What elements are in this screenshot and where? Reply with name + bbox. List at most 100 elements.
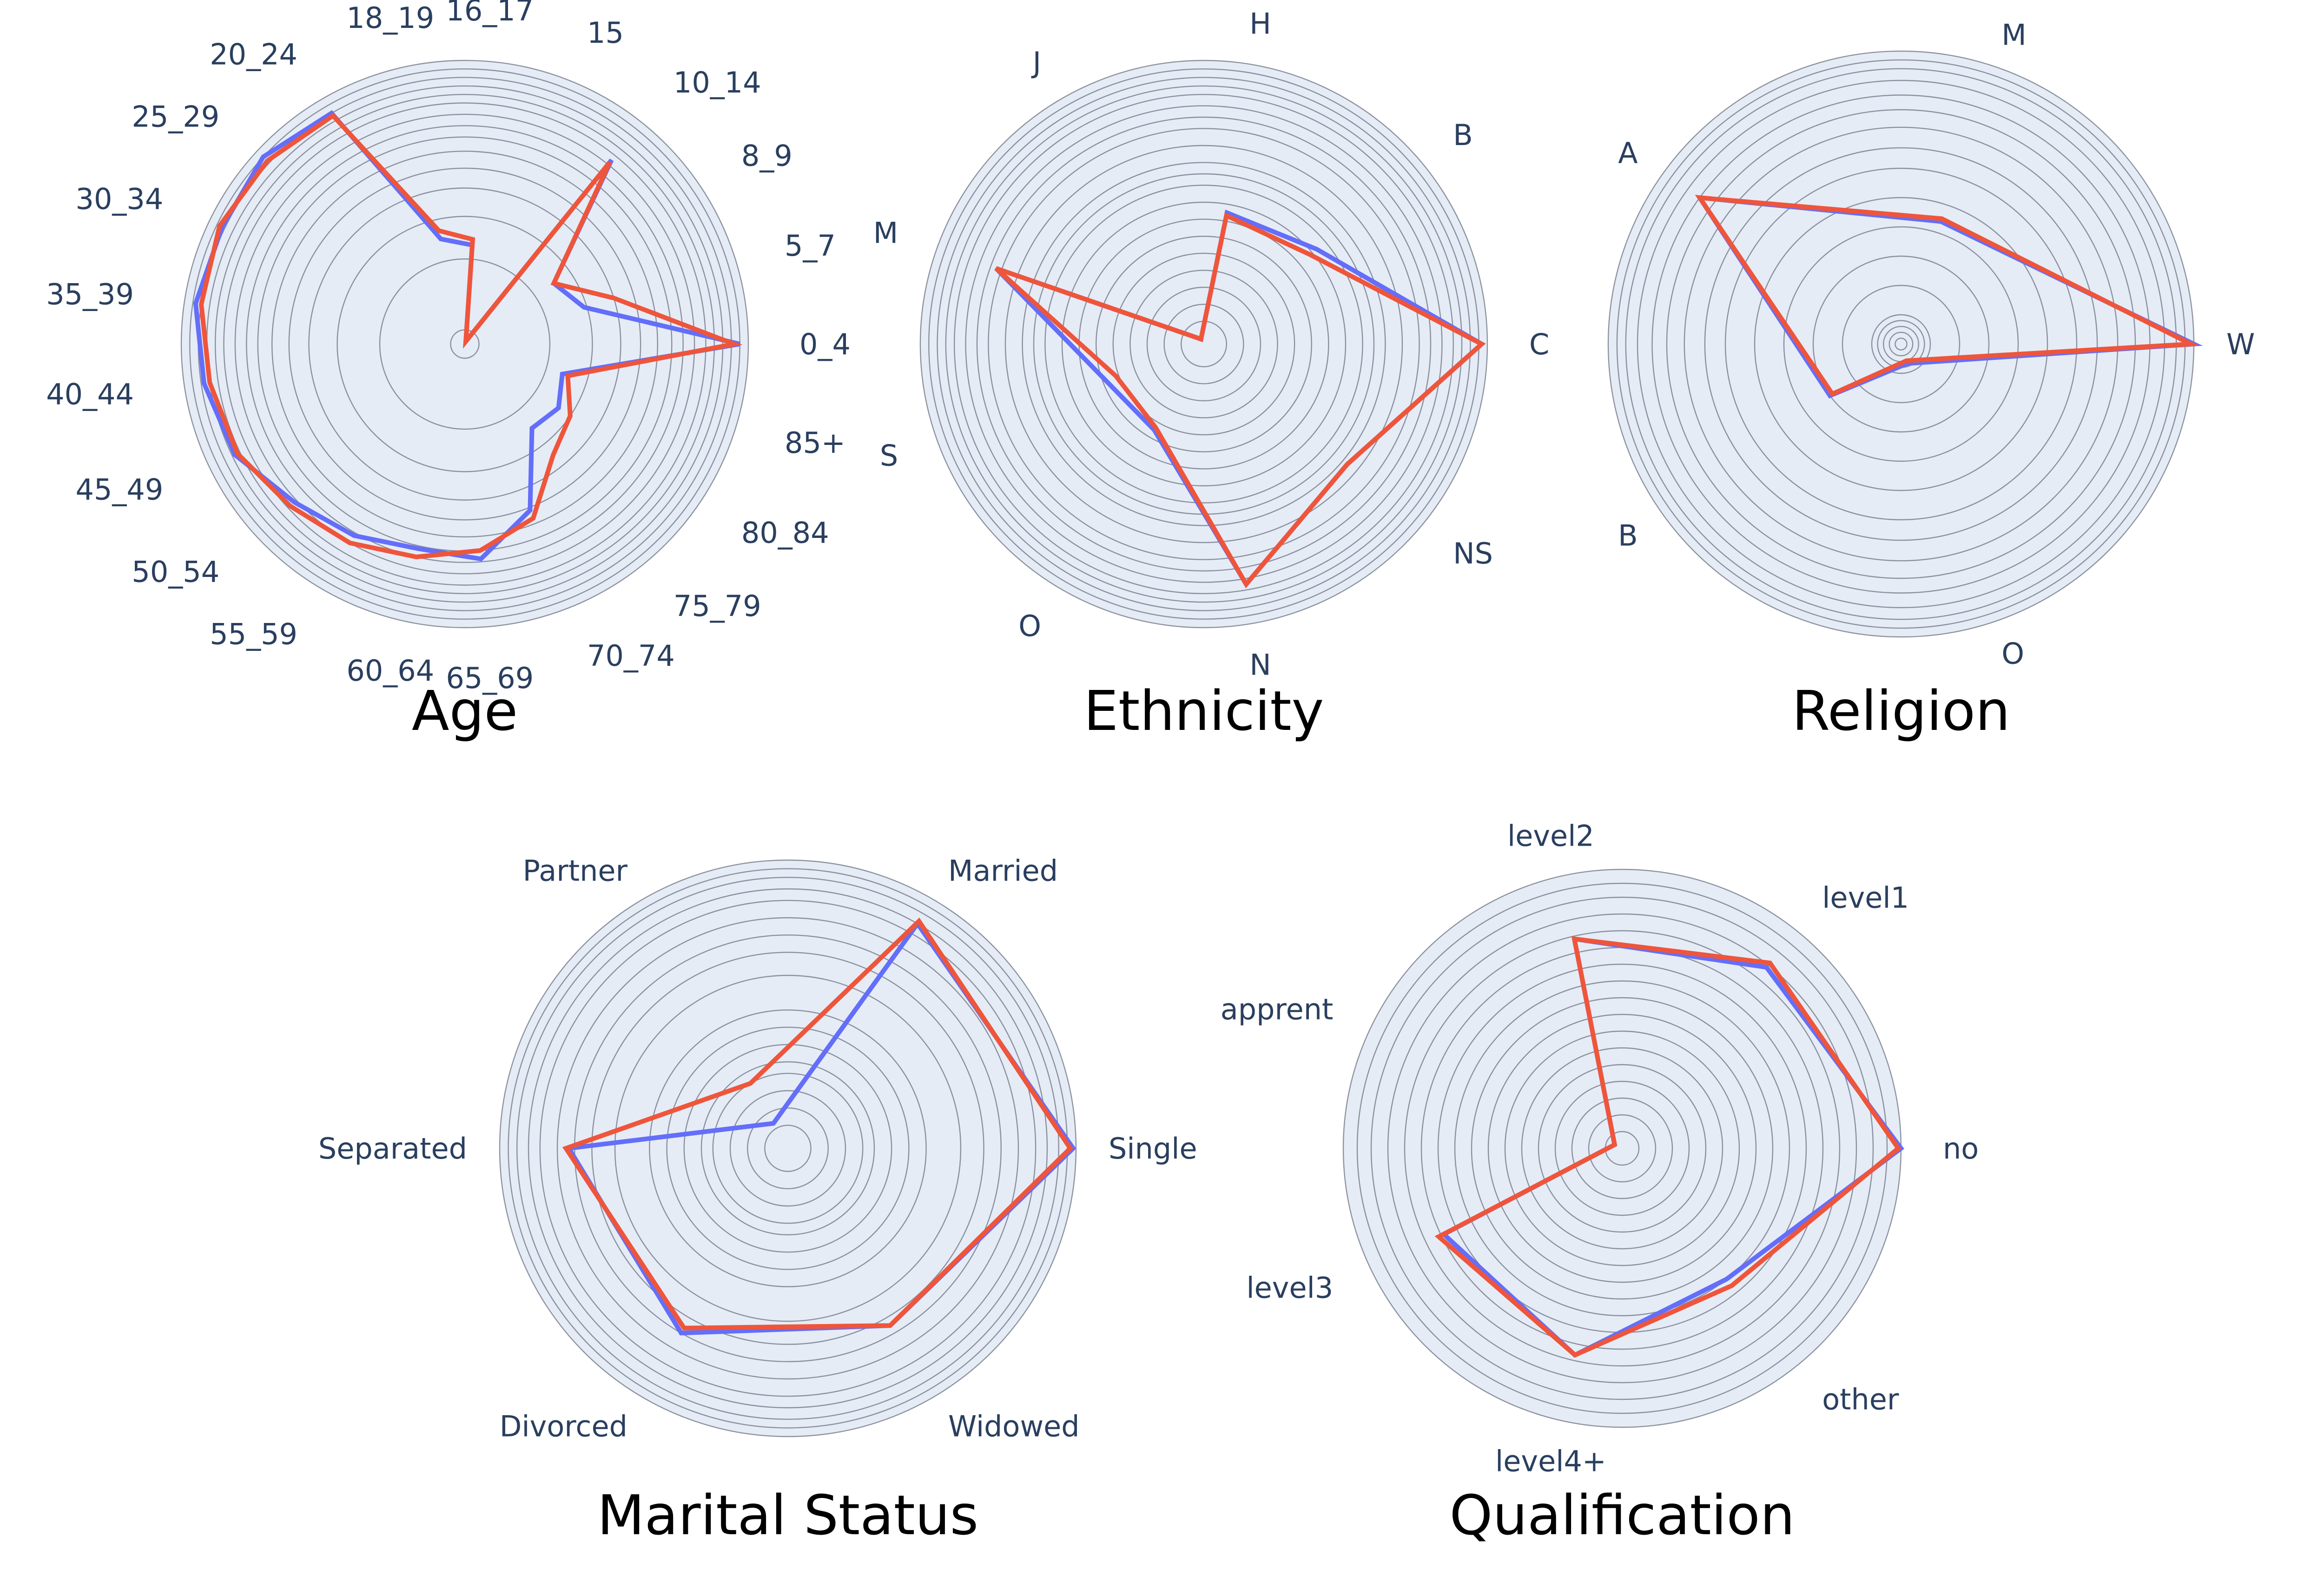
- radar-grid-ring: [1004, 145, 1403, 543]
- panel-title: Ethnicity: [1084, 679, 1324, 743]
- radar-category-label: 70_74: [587, 639, 675, 673]
- radar-grid-ring: [337, 216, 593, 472]
- radar-category-label: 60_64: [346, 654, 434, 688]
- radar-category-label: 10_14: [673, 66, 761, 99]
- radar-grid-ring: [1163, 304, 1244, 384]
- radar-category-label: level2: [1507, 819, 1594, 853]
- radar-category-label: A: [1618, 136, 1637, 170]
- radar-grid-ring: [976, 116, 1432, 572]
- radar-grid-ring: [1724, 167, 2078, 521]
- radar-grid-ring: [1588, 1114, 1657, 1183]
- radar-category-label: 30_34: [76, 182, 164, 216]
- radar-grid-ring: [1684, 126, 2119, 562]
- radar-grid-ring: [591, 952, 984, 1345]
- radar-category-label: 15: [587, 16, 624, 50]
- radar-grid-ring: [988, 128, 1420, 560]
- radar-category-label: O: [1018, 609, 1041, 643]
- radar-grid-ring: [1871, 314, 1931, 374]
- radar-category-label: level4+: [1495, 1444, 1606, 1478]
- radar-category-label: 80_84: [741, 516, 829, 550]
- radar-category-label: no: [1943, 1132, 1979, 1166]
- panel-title: Qualification: [1449, 1483, 1795, 1547]
- radar-grid-ring: [1704, 147, 2098, 541]
- radar-grid-ring: [1387, 913, 1857, 1384]
- radar-category-label: 75_79: [673, 589, 761, 623]
- radar-category-label: level3: [1246, 1271, 1333, 1305]
- marital-status-radar-panel: Single Married Partner Separated Divorced Wid…: [318, 854, 1197, 1547]
- radar-grid-ring: [1651, 94, 2151, 594]
- radar-grid-ring: [1454, 980, 1790, 1317]
- radar-grid-ring: [1146, 286, 1261, 402]
- radar-series-line-2: [994, 212, 1486, 589]
- radar-grid-ring: [180, 60, 749, 629]
- radar-category-label: Single: [1109, 1132, 1197, 1166]
- radar-series-line-2: [562, 917, 1074, 1331]
- radar-category-label: 18_19: [346, 1, 434, 35]
- radar-grid-ring: [1370, 896, 1874, 1400]
- ethnicity-radar-panel: C B H J M S O N NS Ethnicity: [873, 7, 1550, 743]
- radar-grid-ring: [379, 258, 551, 430]
- radar-grid-ring: [1356, 882, 1888, 1414]
- radar-category-label: 8_9: [741, 139, 792, 172]
- panel-title: Marital Status: [597, 1483, 978, 1547]
- radar-series-line-2: [1434, 936, 1901, 1358]
- radar-category-label: 85+: [785, 426, 845, 460]
- radar-grid-ring: [1521, 1047, 1723, 1250]
- radar-category-label: J: [1031, 46, 1041, 79]
- radar-grid-ring: [1754, 197, 2048, 491]
- radar-category-label: 0_4: [799, 327, 851, 361]
- radar-grid-ring: [308, 187, 621, 501]
- radar-grid-ring: [945, 85, 1463, 603]
- radar-grid-ring: [539, 900, 1037, 1397]
- radar-grid-ring: [1487, 1014, 1757, 1283]
- radar-series-line-2: [198, 113, 743, 559]
- radar-category-label: B: [1618, 518, 1638, 552]
- radar-grid-ring: [712, 1073, 864, 1224]
- radar-category-label: Divorced: [500, 1410, 627, 1444]
- radar-category-label: Widowed: [948, 1410, 1080, 1444]
- radar-category-label: Married: [948, 854, 1058, 888]
- radar-category-label: 25_29: [132, 99, 219, 133]
- radar-series-line-2: [1695, 195, 2200, 397]
- radar-grid-ring: [1061, 201, 1347, 487]
- radar-grid-ring: [1895, 338, 1908, 351]
- radar-grid-ring: [1504, 1030, 1740, 1266]
- radar-grid-ring: [1666, 109, 2136, 579]
- radar-grid-ring: [288, 167, 641, 521]
- radar-grid-ring: [614, 974, 962, 1322]
- radar-grid-ring: [1404, 930, 1841, 1367]
- radar-background: [1608, 51, 2194, 637]
- radar-grid-ring: [1112, 252, 1295, 436]
- radar-grid-ring: [937, 77, 1471, 611]
- radar-category-label: 45_49: [76, 472, 164, 506]
- radar-category-label: apprent: [1221, 993, 1334, 1027]
- radar-category-label: 35_39: [46, 278, 134, 311]
- age-radar-panel: 0_4 5_7 8_9 10_14 15 16_17 18_19 20_24 25_29 30_3…: [46, 0, 851, 743]
- radar-background: [500, 860, 1076, 1437]
- radar-grid-ring: [1812, 255, 1990, 433]
- radar-grid-ring: [1095, 236, 1312, 453]
- radar-category-label: H: [1249, 7, 1271, 41]
- radar-category-label: M: [2001, 18, 2027, 52]
- radar-grid-ring: [1022, 162, 1386, 526]
- radar-grid-ring: [746, 1107, 829, 1189]
- radar-grid-ring: [1129, 270, 1278, 418]
- radar-category-label: N: [1249, 648, 1271, 682]
- radar-grid-ring: [215, 94, 715, 594]
- radar-grid-ring: [246, 125, 684, 563]
- radar-grid-ring: [1571, 1097, 1673, 1199]
- radar-grid-ring: [1044, 185, 1363, 503]
- radar-grid-ring: [1783, 226, 2019, 462]
- radar-grid-ring: [965, 105, 1443, 583]
- radar-category-label: NS: [1453, 537, 1493, 570]
- radar-grid-ring: [649, 1009, 927, 1287]
- radar-category-label: 55_59: [210, 617, 297, 651]
- radar-category-label: C: [1529, 327, 1549, 361]
- radar-grid-ring: [528, 888, 1048, 1409]
- radar-grid-ring: [700, 1061, 875, 1236]
- radar-category-label: B: [1453, 118, 1473, 152]
- radar-grid-ring: [666, 1027, 910, 1270]
- radar-category-label: other: [1822, 1382, 1899, 1416]
- radar-background: [920, 60, 1487, 628]
